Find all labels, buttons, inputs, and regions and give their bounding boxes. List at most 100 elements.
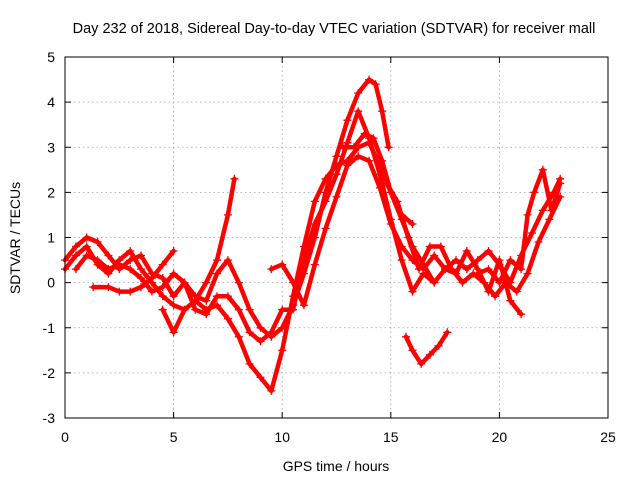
data-point <box>245 328 254 337</box>
y-tick-label: -3 <box>43 410 56 426</box>
data-point <box>278 260 287 269</box>
data-point <box>137 265 145 274</box>
data-point <box>321 174 330 183</box>
data-point <box>397 256 406 265</box>
data-point <box>126 247 135 255</box>
data-point <box>169 301 178 310</box>
data-point <box>402 332 410 341</box>
data-point <box>462 247 471 255</box>
y-tick-label: -1 <box>43 320 56 336</box>
data-point <box>408 346 417 355</box>
data-point <box>213 256 221 265</box>
data-point <box>289 278 298 287</box>
data-point <box>517 265 526 274</box>
chart-title: Day 232 of 2018, Sidereal Day-to-day VTE… <box>73 21 596 37</box>
data-point <box>530 188 539 197</box>
data-point <box>180 278 189 287</box>
data-point <box>169 328 178 337</box>
data-point <box>495 278 504 287</box>
axis-ticks: 0 5 10 15 20 25 -3 -2 -1 0 1 2 3 4 5 <box>43 49 616 445</box>
data-point <box>506 256 515 265</box>
data-point <box>82 233 91 242</box>
data-point <box>256 373 265 382</box>
series-trace <box>475 167 563 285</box>
data-point <box>202 310 211 319</box>
data-point <box>517 310 526 319</box>
data-point <box>93 256 102 265</box>
data-point <box>534 238 543 246</box>
data-point <box>234 332 243 341</box>
data-point <box>310 260 319 269</box>
data-point <box>71 265 80 274</box>
data-point <box>191 296 200 305</box>
data-point <box>213 301 221 310</box>
data-point <box>408 220 417 228</box>
data-point <box>354 107 363 116</box>
data-point <box>245 305 254 314</box>
x-tick-label: 25 <box>600 429 616 445</box>
data-point <box>104 251 113 260</box>
data-point <box>365 75 374 84</box>
data-point <box>491 292 500 301</box>
data-point <box>528 229 536 237</box>
data-point <box>223 210 232 219</box>
y-tick-label: -2 <box>43 365 56 381</box>
series-arc-1 <box>61 75 393 341</box>
data-point <box>386 220 395 228</box>
series-trace <box>403 330 450 367</box>
data-point <box>245 359 254 368</box>
data-point <box>202 278 211 287</box>
data-point <box>256 337 265 346</box>
data-point <box>430 251 439 260</box>
data-point <box>147 274 156 283</box>
data-point <box>354 152 363 161</box>
data-point <box>417 359 426 368</box>
series-arc-10 <box>473 165 565 287</box>
y-tick-label: 0 <box>47 275 55 291</box>
data-point <box>425 350 434 359</box>
data-point <box>397 242 406 251</box>
data-point <box>484 247 493 255</box>
data-point <box>89 283 98 292</box>
y-axis-label: SDTVAR / TECUs <box>7 182 23 294</box>
data-point <box>512 287 521 296</box>
data-point <box>447 265 456 274</box>
data-point <box>299 301 308 310</box>
data-point <box>484 265 493 274</box>
data-point <box>191 305 200 314</box>
data-point <box>404 233 413 242</box>
data-point <box>169 292 178 301</box>
data-point <box>458 278 467 287</box>
data-point <box>158 274 167 283</box>
data-point <box>436 242 445 251</box>
data-point <box>213 269 221 278</box>
data-point <box>384 143 393 152</box>
data-point <box>169 269 178 278</box>
data-point <box>538 165 547 174</box>
data-point <box>158 292 167 301</box>
data-point <box>267 386 276 395</box>
data-point <box>378 156 387 165</box>
data-point <box>158 260 167 269</box>
x-tick-label: 20 <box>492 429 508 445</box>
data-point <box>360 129 369 138</box>
data-point <box>349 143 358 152</box>
series-arc-4 <box>89 247 178 296</box>
series-trace <box>73 108 437 344</box>
data-point <box>299 256 308 265</box>
data-point <box>547 206 556 215</box>
data-series <box>61 75 565 395</box>
data-point <box>213 292 221 301</box>
data-point <box>443 328 452 337</box>
data-point <box>180 305 189 314</box>
data-point <box>137 274 145 283</box>
data-point <box>126 265 135 274</box>
data-point <box>343 116 352 125</box>
data-point <box>473 269 482 278</box>
y-tick-label: 2 <box>47 184 55 200</box>
data-point <box>378 107 387 116</box>
data-point <box>371 80 380 89</box>
x-axis-label: GPS time / hours <box>283 458 390 474</box>
data-point <box>223 256 232 265</box>
